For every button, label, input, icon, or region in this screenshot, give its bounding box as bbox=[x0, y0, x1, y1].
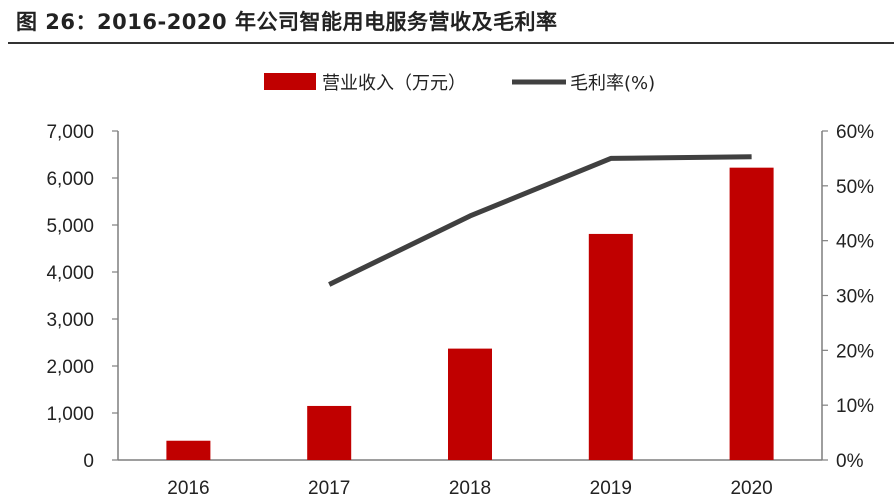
bars bbox=[166, 167, 774, 460]
left-tick-label: 6,000 bbox=[46, 169, 94, 190]
legend: 营业收入（万元） 毛利率(%) bbox=[264, 73, 655, 94]
bar bbox=[448, 348, 492, 460]
x-tick-label: 2020 bbox=[730, 478, 772, 499]
right-tick-label: 60% bbox=[836, 122, 874, 143]
right-tick-label: 10% bbox=[836, 396, 874, 417]
right-tick-label: 20% bbox=[836, 341, 874, 362]
x-tick-label: 2018 bbox=[449, 478, 491, 499]
x-tick-label: 2017 bbox=[308, 478, 350, 499]
right-tick-label: 0% bbox=[836, 451, 864, 472]
bar bbox=[307, 405, 352, 460]
bar bbox=[166, 440, 211, 460]
title-divider bbox=[8, 42, 894, 44]
line-series bbox=[328, 154, 752, 287]
left-tick-label: 4,000 bbox=[46, 263, 94, 284]
bar bbox=[729, 167, 774, 460]
legend-line-label: 毛利率(%) bbox=[570, 73, 655, 94]
x-axis-ticks: 2016 2017 2018 2019 2020 bbox=[167, 478, 772, 499]
legend-bar-label: 营业收入（万元） bbox=[322, 73, 466, 94]
left-tick-label: 5,000 bbox=[46, 216, 94, 237]
left-tick-label: 2,000 bbox=[46, 357, 94, 378]
margin-line bbox=[328, 154, 752, 287]
left-tick-label: 1,000 bbox=[46, 404, 94, 425]
right-axis-ticks: 0% 10% 20% 30% 40% 50% 60% bbox=[822, 122, 874, 472]
right-tick-label: 50% bbox=[836, 177, 874, 198]
bar bbox=[588, 233, 633, 460]
left-tick-label: 7,000 bbox=[46, 122, 94, 143]
left-tick-label: 3,000 bbox=[46, 310, 94, 331]
right-tick-label: 40% bbox=[836, 232, 874, 253]
legend-bar-swatch bbox=[264, 73, 316, 90]
left-tick-label: 0 bbox=[83, 451, 94, 472]
x-tick-label: 2016 bbox=[167, 478, 209, 499]
chart-title: 图 26：2016-2020 年公司智能用电服务营收及毛利率 bbox=[16, 10, 558, 34]
x-tick-label: 2019 bbox=[590, 478, 632, 499]
right-tick-label: 30% bbox=[836, 287, 874, 308]
left-axis-ticks: 0 1,000 2,000 3,000 4,000 5,000 6,000 7,000 bbox=[46, 122, 118, 472]
